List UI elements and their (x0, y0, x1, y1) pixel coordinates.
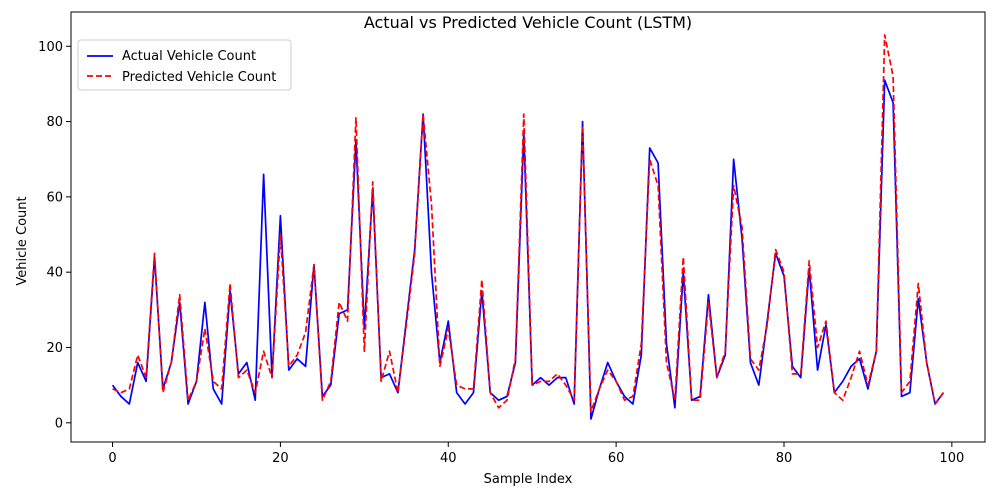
y-tick-label: 80 (46, 115, 63, 130)
x-axis-ticks: 0 20 40 60 80 100 (108, 442, 964, 466)
x-tick-label: 60 (608, 451, 625, 466)
legend-label-predicted: Predicted Vehicle Count (122, 70, 276, 85)
x-tick-label: 0 (108, 451, 116, 466)
chart-title: Actual vs Predicted Vehicle Count (LSTM) (364, 13, 692, 32)
legend-label-actual: Actual Vehicle Count (122, 49, 256, 64)
plot-area (111, 34, 945, 420)
series-line-predicted (112, 34, 945, 413)
x-tick-label: 20 (272, 451, 289, 466)
x-tick-label: 100 (939, 451, 964, 466)
y-tick-label: 0 (55, 416, 63, 431)
y-tick-label: 100 (38, 40, 63, 55)
legend-frame (77, 39, 292, 91)
y-tick-label: 40 (46, 266, 63, 281)
y-axis-ticks: 0 20 40 60 80 100 (38, 40, 71, 431)
y-tick-label: 20 (46, 341, 63, 356)
y-axis-label: Vehicle Count (15, 196, 30, 285)
x-tick-label: 80 (776, 451, 793, 466)
y-tick-label: 60 (46, 190, 63, 205)
legend: Actual Vehicle Count Predicted Vehicle C… (77, 39, 292, 91)
plot-frame (70, 11, 986, 443)
x-tick-label: 40 (440, 451, 457, 466)
x-axis-label: Sample Index (484, 472, 573, 487)
